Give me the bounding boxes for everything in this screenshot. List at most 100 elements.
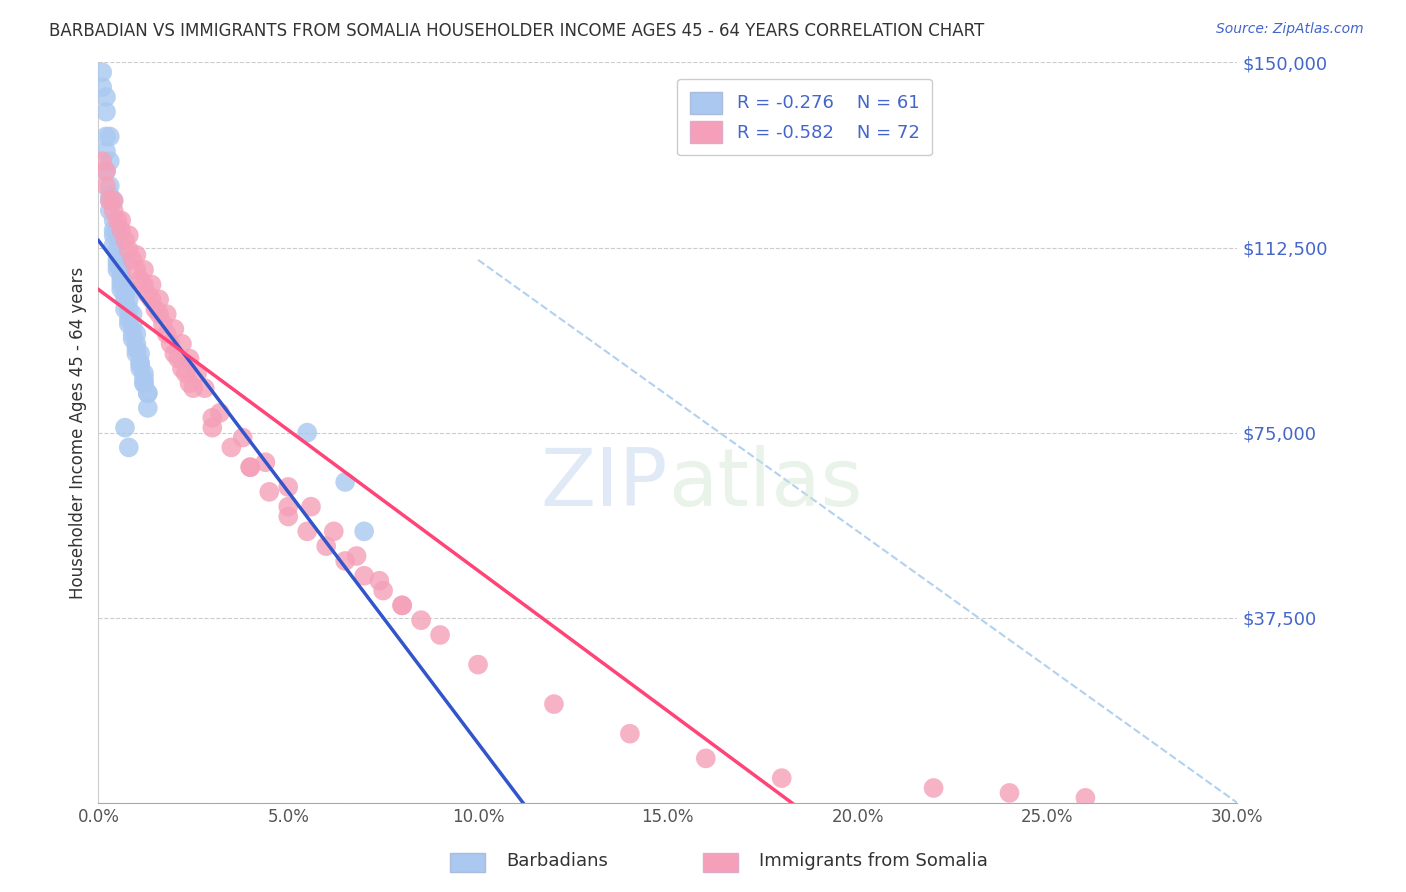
Point [103,203,125,218]
Point [129,346,152,360]
Point [353,568,375,582]
Point [121,326,143,341]
Point [110,252,132,267]
Point [315,539,337,553]
Point [98,178,121,193]
Point [114,287,136,301]
Point [118,312,141,326]
Point [118,317,141,331]
Text: Immigrants from Somalia: Immigrants from Somalia [759,852,988,870]
Point [543,697,565,711]
Text: Barbadians: Barbadians [506,852,607,870]
Point [132,371,155,385]
Point [208,406,231,420]
Point [103,223,125,237]
Point [411,613,433,627]
Point [429,628,451,642]
Point [232,431,254,445]
Point [103,194,125,208]
Point [368,574,391,588]
Point [121,317,143,331]
Point [114,277,136,292]
Point [110,213,132,227]
Y-axis label: Householder Income Ages 45 - 64 years: Householder Income Ages 45 - 64 years [69,267,87,599]
Point [129,357,152,371]
Point [141,277,163,292]
Point [107,213,129,227]
Point [277,480,299,494]
Text: Source: ZipAtlas.com: Source: ZipAtlas.com [1216,22,1364,37]
Point [94,104,117,119]
Point [125,346,148,360]
Point [152,317,174,331]
Point [145,302,167,317]
Point [94,145,117,159]
Point [179,376,201,391]
Point [201,410,224,425]
Point [94,90,117,104]
Point [922,780,945,795]
Point [201,420,224,434]
Point [107,258,129,272]
Point [94,164,117,178]
Point [148,307,170,321]
Point [121,332,143,346]
Point [114,233,136,247]
Point [103,194,125,208]
Text: ZIP: ZIP [540,445,668,524]
Point [125,342,148,356]
Point [110,262,132,277]
Point [170,361,193,376]
Point [121,307,143,321]
Point [179,351,201,366]
Point [156,326,179,341]
Point [114,302,136,317]
Point [136,287,159,301]
Point [1074,790,1097,805]
Point [110,277,132,292]
Point [156,307,179,321]
Text: atlas: atlas [668,445,862,524]
Point [132,277,155,292]
Point [132,367,155,381]
Point [107,252,129,267]
Text: BARBADIAN VS IMMIGRANTS FROM SOMALIA HOUSEHOLDER INCOME AGES 45 - 64 YEARS CORRE: BARBADIAN VS IMMIGRANTS FROM SOMALIA HOU… [49,22,984,40]
Point [259,484,281,499]
Point [110,223,132,237]
Point [335,475,357,489]
Point [103,213,125,227]
Point [371,583,394,598]
Point [107,262,129,277]
Point [98,203,121,218]
Point [125,336,148,351]
Point [98,194,121,208]
Point [107,228,129,243]
Point [114,293,136,307]
Point [118,243,141,257]
Point [118,441,141,455]
Point [129,361,152,376]
Point [103,238,125,252]
Point [174,367,197,381]
Point [141,293,163,307]
Point [91,80,114,95]
Point [129,357,152,371]
Point [297,425,319,440]
Point [163,322,186,336]
Point [239,460,262,475]
Point [118,293,141,307]
Point [770,771,793,785]
Point [98,194,121,208]
Point [194,381,217,395]
Point [183,381,205,395]
Point [136,401,159,415]
Point [167,351,190,366]
Point [110,268,132,282]
Point [695,751,717,765]
Point [335,554,357,568]
Point [125,248,148,262]
Point [136,386,159,401]
Point [98,154,121,169]
Point [297,524,319,539]
Point [148,293,170,307]
